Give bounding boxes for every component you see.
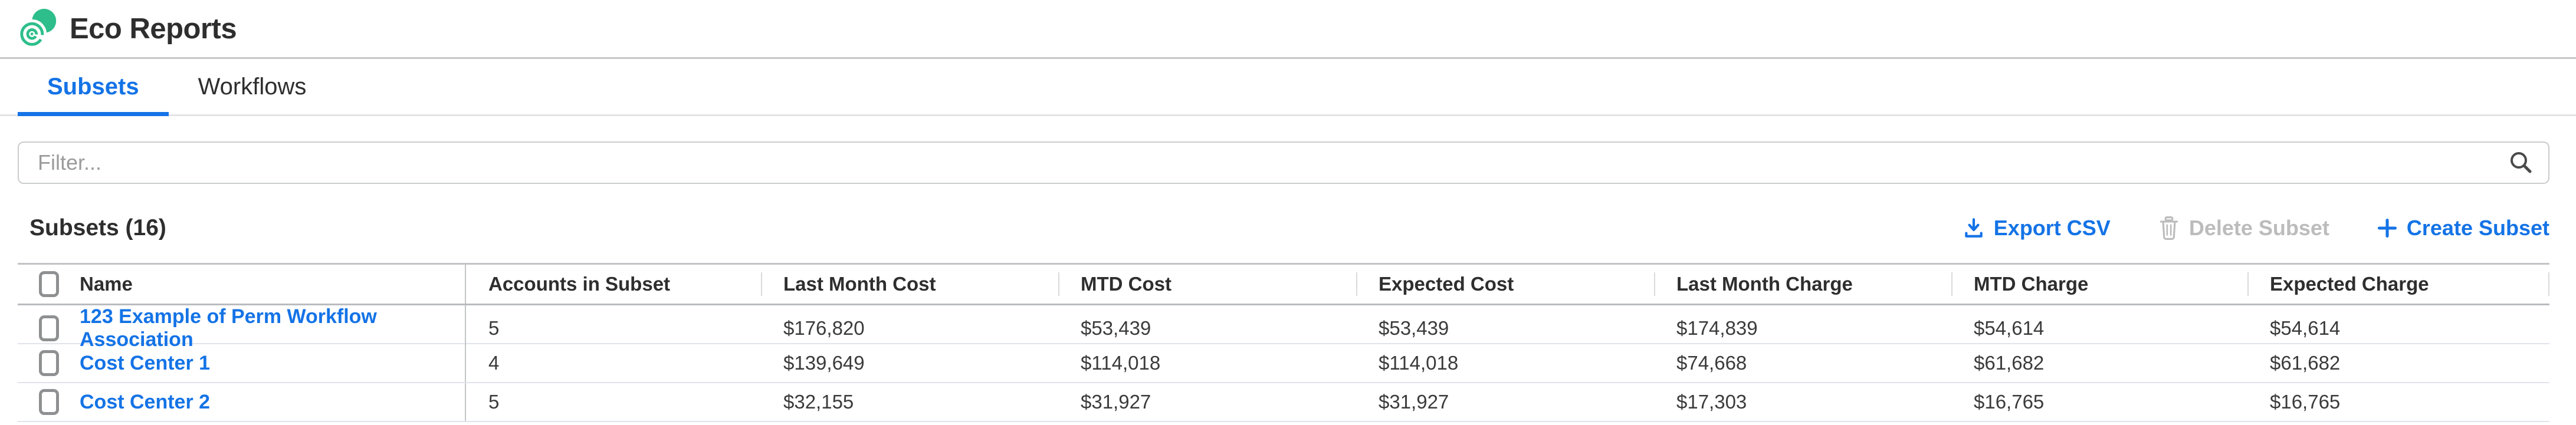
cell-expected-charge: $16,765 — [2270, 391, 2341, 413]
cell-mtd-charge: $16,765 — [1974, 391, 2045, 413]
download-icon — [1965, 218, 1983, 238]
column-header-last-month-charge: Last Month Charge — [1654, 265, 1951, 304]
subsets-table: Name Accounts in Subset Last Month Cost … — [18, 263, 2549, 422]
column-header-last-month-cost: Last Month Cost — [761, 265, 1058, 304]
cell-expected-charge: $61,682 — [2270, 352, 2341, 374]
row-checkbox[interactable] — [39, 315, 59, 341]
table-row: 123 Example of Perm Workflow Association… — [18, 305, 2549, 351]
cell-accounts: 5 — [488, 391, 500, 413]
row-name-cell: Cost Center 2 — [18, 383, 466, 421]
subset-name-link[interactable]: Cost Center 1 — [80, 351, 211, 374]
create-subset-label: Create Subset — [2406, 216, 2549, 240]
cell-last-month-cost: $139,649 — [783, 352, 865, 374]
cell-expected-charge: $54,614 — [2270, 317, 2341, 339]
delete-subset-label: Delete Subset — [2188, 216, 2329, 240]
delete-subset-button[interactable]: Delete Subset — [2158, 216, 2329, 240]
cell-mtd-cost: $114,018 — [1081, 352, 1161, 374]
row-checkbox[interactable] — [39, 389, 59, 415]
column-header-expected-cost: Expected Cost — [1356, 265, 1654, 304]
cell-accounts: 4 — [488, 352, 500, 374]
export-csv-button[interactable]: Export CSV — [1963, 216, 2111, 240]
filter-input[interactable] — [18, 141, 2549, 184]
eco-logo-icon — [17, 8, 57, 49]
table-row: Cost Center 1 4 $139,649 $114,018 $114,0… — [18, 344, 2549, 383]
filter-container — [18, 141, 2549, 184]
table-row: Cost Center 2 5 $32,155 $31,927 $31,927 … — [18, 383, 2549, 422]
cell-last-month-charge: $17,303 — [1676, 391, 1747, 413]
table-header-row: Name Accounts in Subset Last Month Cost … — [18, 263, 2549, 305]
cell-last-month-charge: $74,668 — [1676, 352, 1747, 374]
select-all-checkbox[interactable] — [39, 271, 59, 297]
column-header-expected-charge: Expected Charge — [2247, 265, 2549, 304]
subset-name-link[interactable]: 123 Example of Perm Workflow Association — [80, 305, 377, 351]
table-actions: Export CSV Delete Subset Create Subset — [1963, 216, 2549, 240]
section-bar: Subsets (16) Export CSV Delete S — [0, 207, 2549, 249]
row-checkbox[interactable] — [39, 350, 59, 376]
row-name-cell: 123 Example of Perm Workflow Association — [18, 305, 466, 351]
cell-accounts: 5 — [488, 317, 500, 339]
cell-mtd-cost: $31,927 — [1081, 391, 1151, 413]
cell-expected-cost: $53,439 — [1379, 317, 1449, 339]
tab-workflows[interactable]: Workflows — [198, 73, 307, 100]
tab-bar: Subsets Workflows — [0, 59, 2576, 116]
cell-mtd-charge: $54,614 — [1974, 317, 2045, 339]
cell-last-month-cost: $32,155 — [783, 391, 854, 413]
header-cell-name: Name — [18, 265, 466, 304]
search-icon — [2511, 152, 2532, 173]
create-subset-button[interactable]: Create Subset — [2377, 216, 2549, 240]
cell-last-month-cost: $176,820 — [783, 317, 865, 339]
cell-mtd-charge: $61,682 — [1974, 352, 2045, 374]
cell-mtd-cost: $53,439 — [1081, 317, 1151, 339]
row-name-cell: Cost Center 1 — [18, 344, 466, 382]
column-header-mtd-charge: MTD Charge — [1951, 265, 2247, 304]
app-header: Eco Reports — [0, 0, 2576, 59]
page-title: Eco Reports — [70, 12, 237, 45]
plus-icon — [2377, 218, 2397, 238]
subset-name-link[interactable]: Cost Center 2 — [80, 390, 211, 413]
tab-subsets[interactable]: Subsets — [18, 59, 169, 116]
cell-expected-cost: $31,927 — [1379, 391, 1449, 413]
section-title: Subsets (16) — [29, 215, 166, 240]
trash-icon — [2160, 216, 2178, 240]
column-header-mtd-cost: MTD Cost — [1058, 265, 1356, 304]
column-header-name: Name — [80, 273, 133, 295]
export-csv-label: Export CSV — [1993, 216, 2111, 240]
cell-expected-cost: $114,018 — [1379, 352, 1459, 374]
column-header-accounts: Accounts in Subset — [488, 273, 671, 295]
cell-last-month-charge: $174,839 — [1676, 317, 1758, 339]
